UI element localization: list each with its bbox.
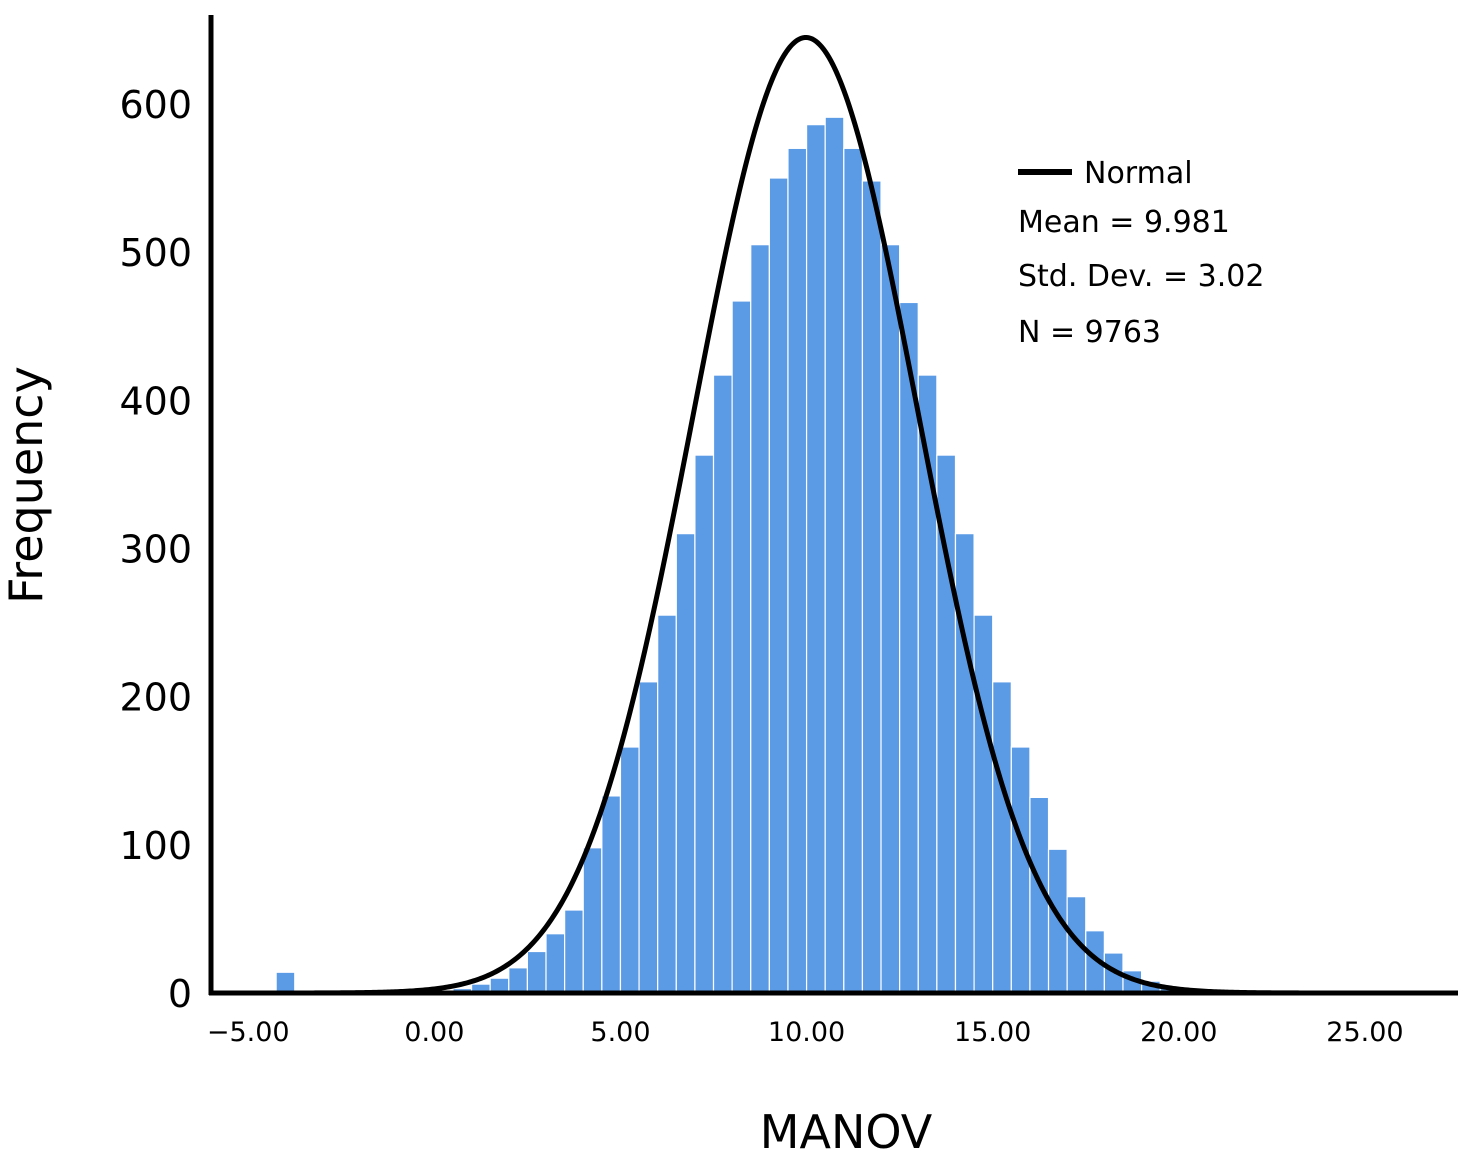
- histogram-bar: [712, 374, 733, 994]
- x-tick-label: 0.00: [404, 1017, 464, 1048]
- x-tick-label: 20.00: [1140, 1017, 1217, 1048]
- histogram-bar: [582, 847, 603, 994]
- legend: Normal Mean = 9.981 Std. Dev. = 3.02 N =…: [1018, 156, 1264, 350]
- histogram-bar: [731, 300, 752, 994]
- y-tick-label: 600: [119, 83, 192, 127]
- histogram-bar: [1010, 746, 1031, 994]
- x-tick-labels: −5.00 0.00 5.00 10.00 15.00 20.00 25.00: [207, 1017, 1404, 1048]
- histogram-bar: [694, 454, 715, 994]
- histogram-bar: [275, 971, 296, 994]
- histogram-bar: [508, 967, 529, 994]
- legend-n: N = 9763: [1018, 315, 1161, 350]
- histogram-bar: [824, 116, 845, 994]
- histogram-bar: [675, 533, 696, 994]
- x-axis-title: MANOV: [760, 1105, 933, 1159]
- legend-std-dev: Std. Dev. = 3.02: [1018, 259, 1264, 294]
- x-tick-label: 25.00: [1326, 1017, 1403, 1048]
- histogram-bar: [545, 933, 566, 994]
- y-tick-labels: 0 100 200 300 400 500 600: [119, 83, 192, 1016]
- x-tick-label: 10.00: [768, 1017, 845, 1048]
- y-tick-label: 400: [119, 379, 192, 423]
- histogram-bar: [526, 950, 547, 994]
- histogram-bar: [601, 795, 622, 994]
- histogram-bar: [973, 614, 994, 994]
- histogram-bar: [805, 124, 826, 994]
- histogram-bar: [843, 147, 864, 994]
- histogram-bar: [936, 454, 957, 994]
- x-tick-label: −5.00: [207, 1017, 290, 1048]
- histogram-bar: [564, 909, 584, 994]
- y-tick-label: 300: [119, 527, 192, 571]
- y-tick-label: 0: [168, 972, 192, 1016]
- histogram-bar: [861, 180, 882, 994]
- x-tick-label: 5.00: [590, 1017, 650, 1048]
- histogram-bar: [880, 244, 901, 994]
- histogram-bar: [638, 681, 659, 994]
- legend-mean: Mean = 9.981: [1018, 205, 1230, 240]
- x-tick-label: 15.00: [954, 1017, 1031, 1048]
- histogram-bar: [657, 614, 677, 994]
- y-axis-title: Frequency: [0, 366, 53, 604]
- y-tick-label: 500: [119, 231, 192, 275]
- histogram-bars: [275, 116, 1180, 994]
- histogram-bar: [750, 244, 770, 994]
- y-tick-label: 200: [119, 676, 192, 720]
- y-tick-label: 100: [119, 824, 192, 868]
- histogram-bar: [619, 746, 640, 994]
- histogram-bar: [768, 177, 789, 994]
- legend-normal-label: Normal: [1084, 156, 1193, 191]
- histogram-bar: [992, 681, 1012, 994]
- histogram-bar: [787, 147, 808, 994]
